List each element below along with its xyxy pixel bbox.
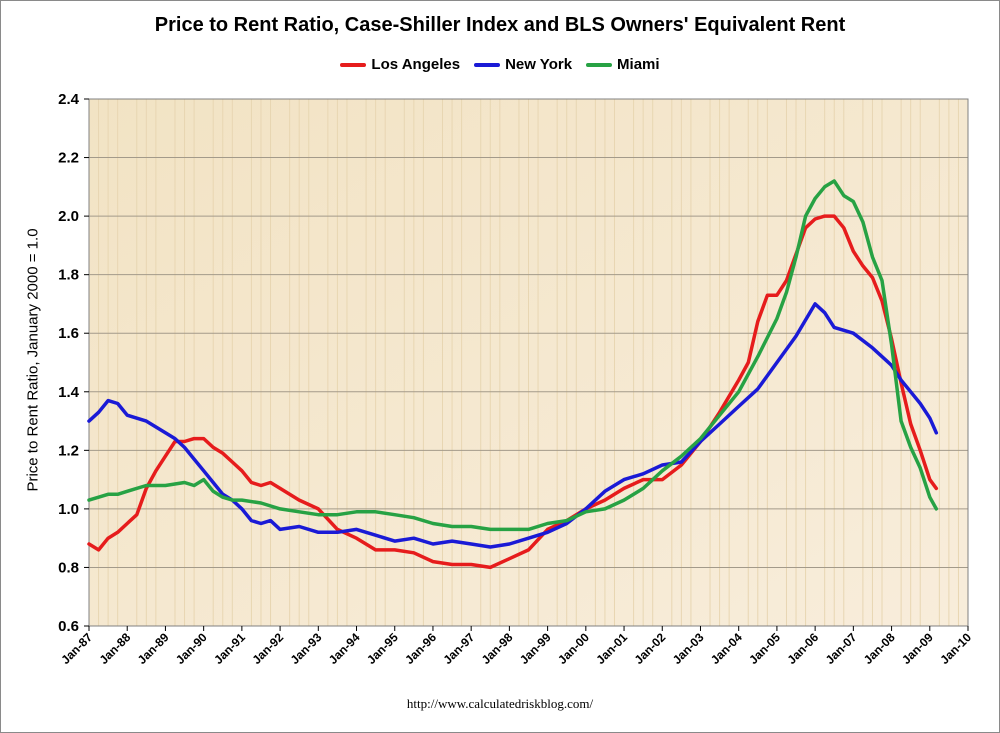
- x-tick-label: Jan-98: [479, 630, 516, 667]
- y-tick-label: 1.2: [58, 442, 79, 459]
- legend-swatch-miami: [586, 62, 613, 67]
- x-tick-label: Jan-88: [97, 630, 134, 667]
- y-tick-label: 1.6: [58, 325, 79, 342]
- legend-label-new-york: New York: [505, 56, 573, 73]
- x-tick-label: Jan-95: [364, 630, 401, 667]
- x-tick-label: Jan-96: [402, 630, 439, 667]
- x-tick-label: Jan-09: [899, 630, 936, 667]
- legend: Los Angeles New York Miami: [0, 56, 1000, 73]
- chart-title: Price to Rent Ratio, Case-Shiller Index …: [154, 14, 846, 36]
- y-tick-label: 0.6: [58, 618, 79, 635]
- x-tick-label: Jan-05: [746, 630, 783, 667]
- plot-border: [88, 98, 969, 627]
- x-tick-label: Jan-00: [555, 630, 592, 667]
- series-line-los-angeles: [87, 214, 939, 570]
- y-tick-label: 1.8: [58, 267, 79, 284]
- x-tick-label: Jan-04: [708, 630, 745, 667]
- x-tick-label: Jan-93: [288, 630, 325, 667]
- x-tick-label: Jan-01: [593, 630, 630, 667]
- x-tick-label: Jan-89: [135, 630, 172, 667]
- x-tick-label: Jan-08: [861, 630, 898, 667]
- x-tick-label: Jan-03: [670, 630, 707, 667]
- legend-swatch-new-york: [474, 62, 501, 67]
- legend-item-los-angeles: Los Angeles: [340, 56, 460, 73]
- x-tick-label: Jan-91: [211, 630, 248, 667]
- y-tick-label: 1.4: [58, 384, 80, 401]
- y-tick-label: 2.4: [58, 91, 80, 108]
- series-line-miami: [87, 179, 939, 532]
- legend-label-los-angeles: Los Angeles: [371, 56, 461, 73]
- y-tick-label: 1.0: [58, 501, 79, 518]
- legend-swatch-los-angeles: [340, 62, 367, 67]
- y-tick-label: 0.8: [58, 559, 79, 576]
- x-tick-label: Jan-97: [441, 630, 478, 667]
- legend-label-miami: Miami: [617, 56, 660, 73]
- x-tick-label: Jan-10: [937, 630, 974, 667]
- legend-item-new-york: New York: [474, 56, 572, 73]
- x-tick-label: Jan-90: [173, 630, 210, 667]
- y-tick-label: 2.2: [58, 150, 79, 167]
- x-tick-label: Jan-92: [249, 630, 286, 667]
- x-tick-label: Jan-07: [823, 630, 860, 667]
- x-tick-label: Jan-94: [326, 630, 363, 667]
- x-tick-label: Jan-99: [517, 630, 554, 667]
- y-tick-label: 2.0: [58, 208, 79, 225]
- x-tick-label: Jan-02: [632, 630, 669, 667]
- x-tick-label: Jan-87: [58, 630, 95, 667]
- series-line-new-york: [87, 302, 939, 549]
- x-tick-label: Jan-06: [784, 630, 821, 667]
- legend-item-miami: Miami: [586, 56, 660, 73]
- source-url: http://www.calculatedriskblog.com/: [406, 696, 594, 711]
